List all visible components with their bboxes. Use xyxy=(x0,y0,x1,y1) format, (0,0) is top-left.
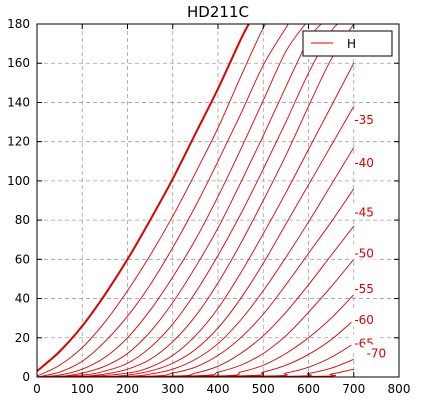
axis-ticks: 0 100 200 300 400 500 600 700 800 0 20 40 60 80 100 120… xyxy=(7,17,410,396)
curve-label-background xyxy=(351,311,377,327)
series-line-1 xyxy=(37,24,250,372)
series-line-11 xyxy=(37,188,355,377)
y-tick-label: 160 xyxy=(7,56,30,70)
y-tick-label: 100 xyxy=(7,174,30,188)
y-tick-label: 60 xyxy=(15,252,30,266)
series-line-5 xyxy=(37,24,322,377)
curve-labels: -30-35-40-45-50-55-60-65-70 xyxy=(351,34,390,360)
curve-label-background xyxy=(351,244,377,260)
curve-label-background xyxy=(351,203,377,219)
curve-label-background xyxy=(351,111,377,127)
curve-label: -40 xyxy=(354,156,374,170)
curve-label: -70 xyxy=(367,346,387,360)
y-tick-label: 180 xyxy=(7,17,30,31)
series-line-3 xyxy=(37,24,289,377)
curve-label: -35 xyxy=(354,113,374,127)
curve-label: -50 xyxy=(354,246,374,260)
series-line-7 xyxy=(37,24,355,377)
x-tick-label: 700 xyxy=(342,382,365,396)
y-tick-label: 40 xyxy=(15,292,30,306)
chart-title: HD211C xyxy=(187,3,249,21)
x-tick-label: 200 xyxy=(116,382,139,396)
y-tick-label: 20 xyxy=(15,331,30,345)
x-tick-label: 600 xyxy=(297,382,320,396)
curve-label-background xyxy=(351,154,377,170)
curve-label-background xyxy=(363,344,390,360)
x-tick-label: 800 xyxy=(388,382,411,396)
legend: H xyxy=(302,30,393,57)
x-tick-label: 300 xyxy=(161,382,184,396)
y-tick-label: 140 xyxy=(7,95,30,109)
x-tick-label: 0 xyxy=(33,382,41,396)
y-tick-label: 80 xyxy=(15,213,30,227)
legend-entry-label: H xyxy=(347,37,356,51)
series-line-6 xyxy=(37,24,339,377)
x-tick-label: 500 xyxy=(252,382,275,396)
y-tick-label: 0 xyxy=(22,370,30,384)
curve-label-background xyxy=(351,279,377,295)
series-line-10 xyxy=(37,147,355,377)
curve-label: -45 xyxy=(354,205,374,219)
x-tick-label: 100 xyxy=(71,382,94,396)
curve-label: -60 xyxy=(354,313,374,327)
x-tick-label: 400 xyxy=(207,382,230,396)
y-tick-label: 120 xyxy=(7,135,30,149)
curve-label: -55 xyxy=(354,282,374,296)
series-line-4 xyxy=(37,24,306,377)
series-line-2 xyxy=(37,24,270,377)
